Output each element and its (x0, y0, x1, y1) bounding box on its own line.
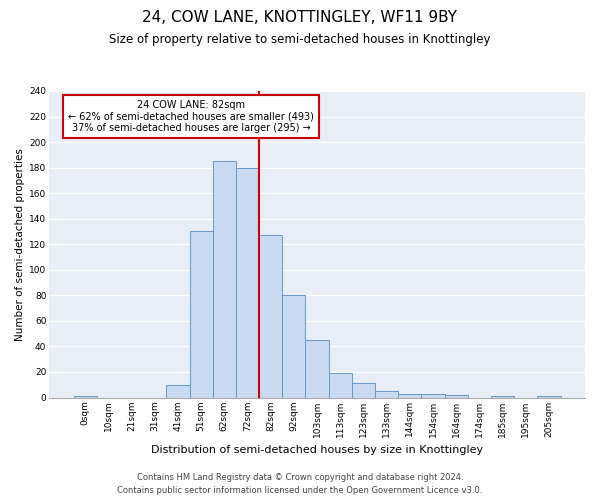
Bar (329, 373, 352, 398)
Bar (491, 396, 514, 398)
Bar (421, 394, 445, 398)
X-axis label: Distribution of semi-detached houses by size in Knottingley: Distribution of semi-detached houses by … (151, 445, 483, 455)
Text: 24, COW LANE, KNOTTINGLEY, WF11 9BY: 24, COW LANE, KNOTTINGLEY, WF11 9BY (143, 10, 458, 25)
Bar (190, 232, 213, 398)
Text: 24 COW LANE: 82sqm
← 62% of semi-detached houses are smaller (493)
37% of semi-d: 24 COW LANE: 82sqm ← 62% of semi-detache… (68, 100, 314, 134)
Bar (398, 394, 421, 398)
Y-axis label: Number of semi-detached properties: Number of semi-detached properties (15, 148, 25, 340)
Bar (74, 396, 97, 398)
Bar (166, 384, 190, 398)
Bar (259, 236, 283, 398)
Bar (538, 396, 560, 398)
Text: Contains HM Land Registry data © Crown copyright and database right 2024.
Contai: Contains HM Land Registry data © Crown c… (118, 474, 482, 495)
Bar (305, 340, 329, 398)
Bar (375, 391, 398, 398)
Text: Size of property relative to semi-detached houses in Knottingley: Size of property relative to semi-detach… (109, 32, 491, 46)
Bar (445, 395, 468, 398)
Bar (213, 161, 236, 398)
Bar (236, 168, 259, 398)
Bar (352, 384, 375, 398)
Bar (283, 296, 305, 398)
